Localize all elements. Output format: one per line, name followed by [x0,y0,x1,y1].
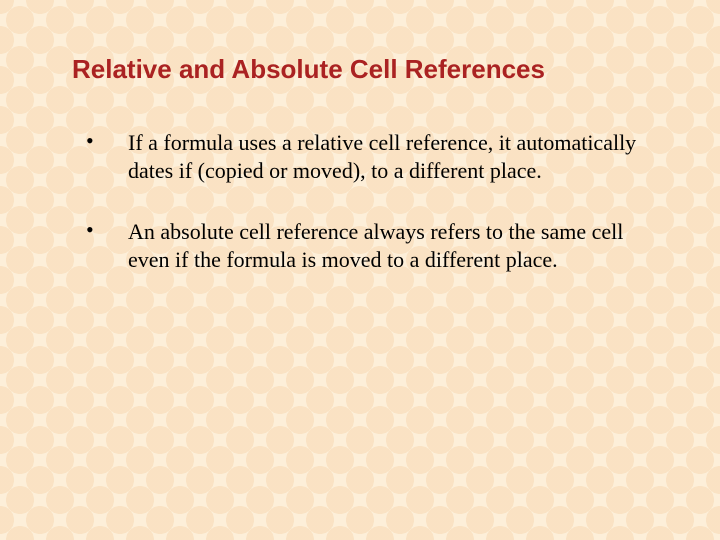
slide: Relative and Absolute Cell References If… [0,0,720,540]
bullet-text: If a formula uses a relative cell refere… [128,130,636,183]
list-item: An absolute cell reference always refers… [82,218,648,273]
slide-title: Relative and Absolute Cell References [72,54,648,85]
bullet-text: An absolute cell reference always refers… [128,219,623,272]
list-item: If a formula uses a relative cell refere… [82,129,648,184]
slide-content: Relative and Absolute Cell References If… [72,54,648,273]
bullet-list: If a formula uses a relative cell refere… [72,129,648,273]
